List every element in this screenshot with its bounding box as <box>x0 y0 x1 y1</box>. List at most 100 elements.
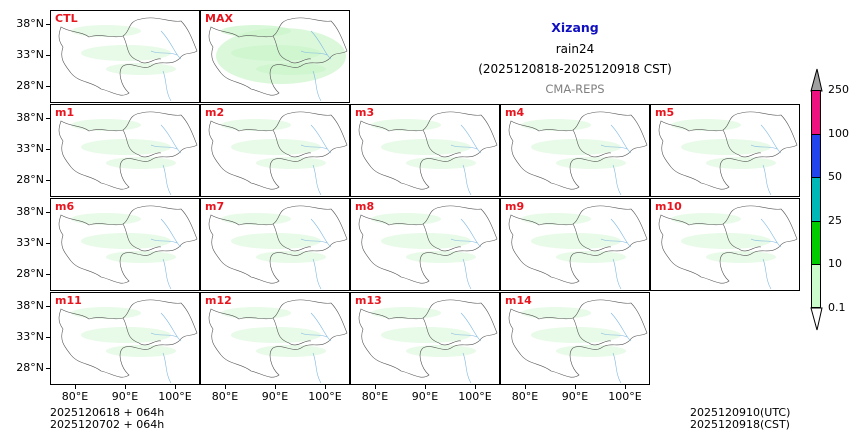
map-icon <box>658 205 798 290</box>
y-tick-mark <box>46 368 50 369</box>
x-tick-mark <box>625 385 626 389</box>
y-tick-mark <box>46 55 50 56</box>
y-tick-mark <box>46 24 50 25</box>
panel-label: m6 <box>55 200 75 213</box>
y-tick-mark <box>46 306 50 307</box>
colorbar-seg-10-25 <box>811 221 821 264</box>
panel-label: m2 <box>205 106 225 119</box>
panel-label: m7 <box>205 200 225 213</box>
x-tick-mark <box>175 385 176 389</box>
map-icon <box>208 17 348 102</box>
x-tick-mark <box>575 385 576 389</box>
y-tick-label: 28°N <box>16 267 44 280</box>
panel-label: m5 <box>655 106 675 119</box>
map-icon <box>658 111 798 196</box>
map-icon <box>208 111 348 196</box>
valid-time-utc: 2025120910(UTC) <box>690 406 791 419</box>
y-tick-label: 33°N <box>16 330 44 343</box>
colorbar-seg-0.1-10 <box>811 264 821 308</box>
map-icon <box>358 205 498 290</box>
map-panel-max: MAX <box>200 10 350 103</box>
map-icon <box>508 111 648 196</box>
x-tick-label: 90°E <box>111 390 139 403</box>
map-panel-m12: m12 <box>200 292 350 385</box>
y-tick-mark <box>46 118 50 119</box>
map-panel-m1: m1 <box>50 104 200 197</box>
colorbar-label: 250 <box>828 83 849 96</box>
x-tick-mark <box>325 385 326 389</box>
x-tick-mark <box>225 385 226 389</box>
y-tick-mark <box>46 86 50 87</box>
y-tick-label: 38°N <box>16 111 44 124</box>
y-tick-label: 33°N <box>16 48 44 61</box>
chart-title: Xizang <box>551 20 599 35</box>
x-tick-mark <box>75 385 76 389</box>
map-panel-m11: m11 <box>50 292 200 385</box>
panel-label: m9 <box>505 200 525 213</box>
y-tick-label: 28°N <box>16 361 44 374</box>
y-tick-label: 28°N <box>16 79 44 92</box>
x-tick-label: 100°E <box>308 390 342 403</box>
map-panel-m7: m7 <box>200 198 350 291</box>
y-tick-label: 38°N <box>16 17 44 30</box>
y-tick-mark <box>46 243 50 244</box>
map-icon <box>208 299 348 384</box>
y-tick-label: 38°N <box>16 299 44 312</box>
x-tick-label: 90°E <box>261 390 289 403</box>
panel-label: m14 <box>505 294 532 307</box>
colorbar-seg-25-50 <box>811 177 821 221</box>
panel-label: m4 <box>505 106 525 119</box>
map-panel-m10: m10 <box>650 198 800 291</box>
map-panel-m14: m14 <box>500 292 650 385</box>
map-icon <box>508 299 648 384</box>
x-tick-mark <box>525 385 526 389</box>
panel-label: CTL <box>55 12 78 25</box>
map-panel-m4: m4 <box>500 104 650 197</box>
map-panel-m5: m5 <box>650 104 800 197</box>
panel-label: m1 <box>55 106 75 119</box>
map-icon <box>358 299 498 384</box>
map-panel-ctl: CTL <box>50 10 200 103</box>
map-icon <box>58 17 198 102</box>
x-tick-label: 80°E <box>511 390 539 403</box>
y-tick-mark <box>46 149 50 150</box>
colorbar-top-extend-icon <box>810 68 823 92</box>
y-tick-label: 33°N <box>16 236 44 249</box>
colorbar-seg-50-100 <box>811 134 821 177</box>
colorbar-label: 50 <box>828 170 842 183</box>
map-icon <box>58 205 198 290</box>
model-label: CMA-REPS <box>545 82 605 96</box>
colorbar-label: 10 <box>828 257 842 270</box>
y-tick-mark <box>46 337 50 338</box>
valid-time-cst: 2025120918(CST) <box>690 418 790 431</box>
colorbar-label: 0.1 <box>828 301 846 314</box>
colorbar-label: 25 <box>828 214 842 227</box>
x-tick-label: 80°E <box>211 390 239 403</box>
x-tick-mark <box>275 385 276 389</box>
map-icon <box>58 111 198 196</box>
map-panel-m8: m8 <box>350 198 500 291</box>
panel-label: MAX <box>205 12 233 25</box>
panel-label: m3 <box>355 106 375 119</box>
y-tick-mark <box>46 274 50 275</box>
map-panel-m9: m9 <box>500 198 650 291</box>
y-tick-mark <box>46 180 50 181</box>
y-tick-label: 33°N <box>16 142 44 155</box>
panel-label: m11 <box>55 294 82 307</box>
map-icon <box>208 205 348 290</box>
panel-label: m12 <box>205 294 232 307</box>
y-tick-mark <box>46 212 50 213</box>
y-tick-label: 28°N <box>16 173 44 186</box>
map-icon <box>508 205 648 290</box>
init-time-line2: 2025120702 + 064h <box>50 418 165 431</box>
x-tick-mark <box>125 385 126 389</box>
y-tick-label: 38°N <box>16 205 44 218</box>
map-icon <box>358 111 498 196</box>
x-tick-label: 90°E <box>411 390 439 403</box>
map-panel-m3: m3 <box>350 104 500 197</box>
colorbar-label: 100 <box>828 127 849 140</box>
colorbar-seg-100-250 <box>811 90 821 134</box>
panel-label: m10 <box>655 200 682 213</box>
x-tick-label: 100°E <box>608 390 642 403</box>
x-tick-label: 80°E <box>361 390 389 403</box>
